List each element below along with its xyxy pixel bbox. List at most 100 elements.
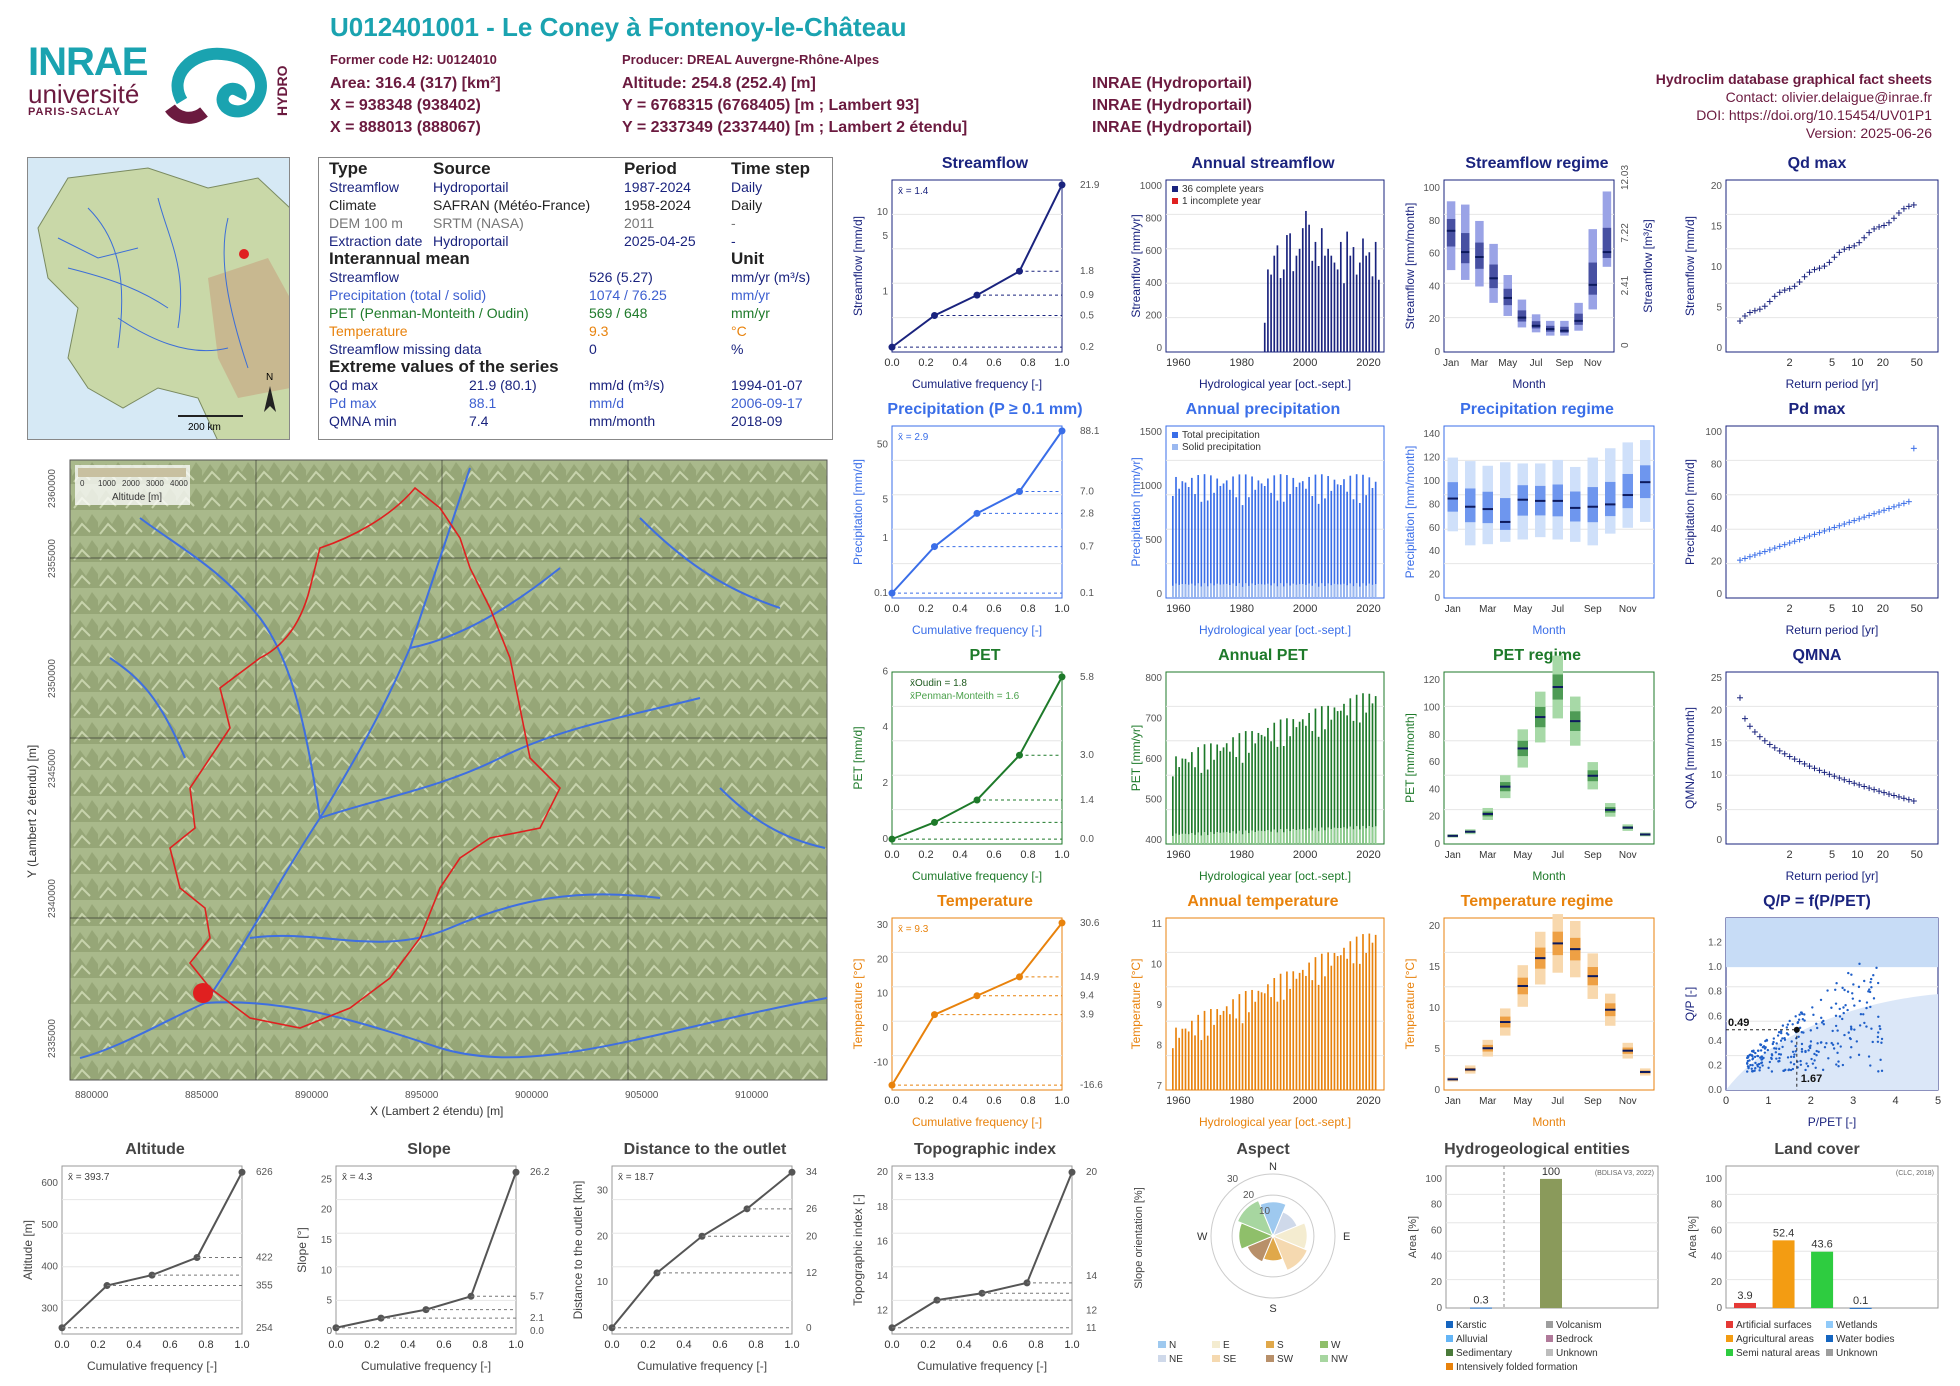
solid-bar: [1355, 583, 1358, 598]
solid-bar: [1349, 826, 1352, 844]
plot-area: [1443, 917, 1655, 1091]
qp-point: [1771, 1042, 1775, 1046]
annual-bar: [1213, 492, 1215, 598]
annual-bar: [1194, 1035, 1196, 1090]
chart-title: Pd max: [1789, 401, 1846, 418]
chart-title: Annual temperature: [1187, 893, 1338, 910]
right-tick-label: 11: [1086, 1323, 1097, 1334]
chart-title: Annual streamflow: [1191, 155, 1335, 172]
left-tick-label: 400: [41, 1262, 58, 1273]
mean-pm: x̄Penman-Monteith = 1.6: [910, 691, 1020, 702]
topo-chart: Topographic index 20 14 12 11 12 14 16 18 20 0.0 0.…: [851, 1141, 1098, 1373]
y-tick-label: 800: [1145, 673, 1162, 684]
mean-unit: mm/yr: [731, 287, 770, 303]
interannual-title: Interannual mean: [329, 249, 470, 268]
qp-point: [1858, 1024, 1862, 1027]
qp-point: [1776, 1034, 1780, 1037]
qp-point: [1850, 1028, 1853, 1031]
annual-bar: [1295, 727, 1298, 844]
qp-point: [1778, 1057, 1781, 1060]
annual-bar: [1346, 491, 1348, 598]
annual-bar: [1336, 711, 1339, 844]
qp-point: [1754, 1051, 1757, 1055]
dir-label: S: [1269, 1303, 1276, 1315]
x-tick-label: 0.2: [364, 1339, 379, 1351]
return-point: [1786, 285, 1793, 292]
streamflow_regime-chart: Streamflow regime 0 20 40 60 80 100 12.03 7.22 2.…: [1403, 155, 1655, 391]
annual-bar: [1260, 734, 1263, 844]
y-tick-label: 20: [1429, 570, 1441, 581]
annual-bar: [1371, 942, 1374, 1090]
x-tick-label: 1.0: [1054, 849, 1069, 861]
solid-bar: [1270, 831, 1272, 844]
qp-point: [1823, 1046, 1827, 1049]
return-point: [1771, 744, 1778, 751]
y-axis-label: PET [mm/month]: [1403, 713, 1417, 803]
x-tick-label: 5: [1829, 357, 1835, 369]
qp-point: [1746, 1070, 1749, 1073]
return-point: [1836, 775, 1843, 782]
scale-label: 200 km: [188, 422, 221, 433]
x-axis-label: Month: [1532, 623, 1565, 637]
y-axis-label: Precipitation [mm/yr]: [1129, 457, 1143, 566]
right-tick-label: 1.8: [1080, 266, 1094, 277]
plot-area: [1443, 671, 1655, 845]
solid-bar: [1368, 825, 1371, 844]
qp-point: [1836, 1029, 1839, 1032]
y-tick-label: 10: [1151, 960, 1163, 971]
qp-point: [1751, 1070, 1754, 1073]
annual-bar: [1225, 1006, 1228, 1090]
qp-point: [1780, 1031, 1783, 1035]
x-tick-label: 0.0: [884, 357, 899, 369]
qp-point: [1841, 1063, 1845, 1067]
y-tick-label: 1000: [1140, 481, 1163, 492]
annual-bar: [1339, 710, 1342, 844]
logo-inrae-text: INRAE: [28, 40, 148, 84]
qp-point: [1835, 1063, 1838, 1066]
right-tick-label: 30.6: [1080, 918, 1100, 929]
x-tick-label: 0.4: [400, 1339, 415, 1351]
legend-label: SW: [1277, 1354, 1294, 1365]
legend-swatch: [1546, 1349, 1553, 1356]
extreme-value: 21.9 (80.1): [469, 377, 537, 393]
y-tick-label: 11: [1152, 919, 1163, 930]
right-tick-label: 7.22: [1620, 223, 1631, 243]
y-tick-label: 80: [1429, 216, 1441, 227]
annual-bar: [1203, 474, 1206, 598]
annual-bar: [1355, 936, 1358, 1090]
annual-bar: [1301, 481, 1304, 598]
pet_regime-chart: PET regime 0 20 40 60 80 100 120 Jan Mar May Jul Sep…: [1403, 647, 1655, 883]
mean-label: x̄ = 18.7: [618, 1172, 654, 1183]
month-label: Mar: [1479, 850, 1497, 861]
return-point: [1876, 509, 1883, 515]
solid-bar: [1187, 834, 1190, 844]
qp-point: [1820, 1016, 1823, 1020]
ring-label: 10: [1259, 1206, 1271, 1217]
y-tick-label: 120: [1423, 453, 1440, 464]
qp-point: [1775, 1057, 1778, 1060]
y-tick-label: 5: [1434, 1044, 1440, 1055]
chart-title: PET: [969, 647, 1000, 664]
annual-bar: [1286, 475, 1288, 598]
basin-outline: [169, 486, 561, 1029]
annual-bar: [1295, 255, 1298, 352]
solid-bar: [1374, 584, 1377, 598]
bar-value-label: 0.3: [1473, 1295, 1488, 1307]
y-tick: 2355000: [47, 539, 58, 578]
annual-bar: [1229, 1014, 1231, 1090]
qp-point: [1820, 1021, 1824, 1024]
legend-tick: 3000: [146, 479, 164, 488]
month-label: Sep: [1556, 358, 1574, 369]
solid-bar: [1314, 827, 1317, 844]
extreme-label: QMNA min: [329, 413, 397, 429]
return-point: [1801, 273, 1808, 280]
return-point: [1846, 244, 1853, 251]
regime-iqr: [1570, 491, 1581, 522]
chart-title: Annual PET: [1218, 647, 1308, 664]
extreme-unit: mm/month: [589, 413, 656, 429]
y-tick-label: 100: [1423, 476, 1440, 487]
solid-bar: [1206, 586, 1209, 598]
solid-bar: [1301, 829, 1304, 844]
y-axis-label: Temperature [°C]: [851, 959, 865, 1050]
annual-bar: [1175, 476, 1177, 598]
